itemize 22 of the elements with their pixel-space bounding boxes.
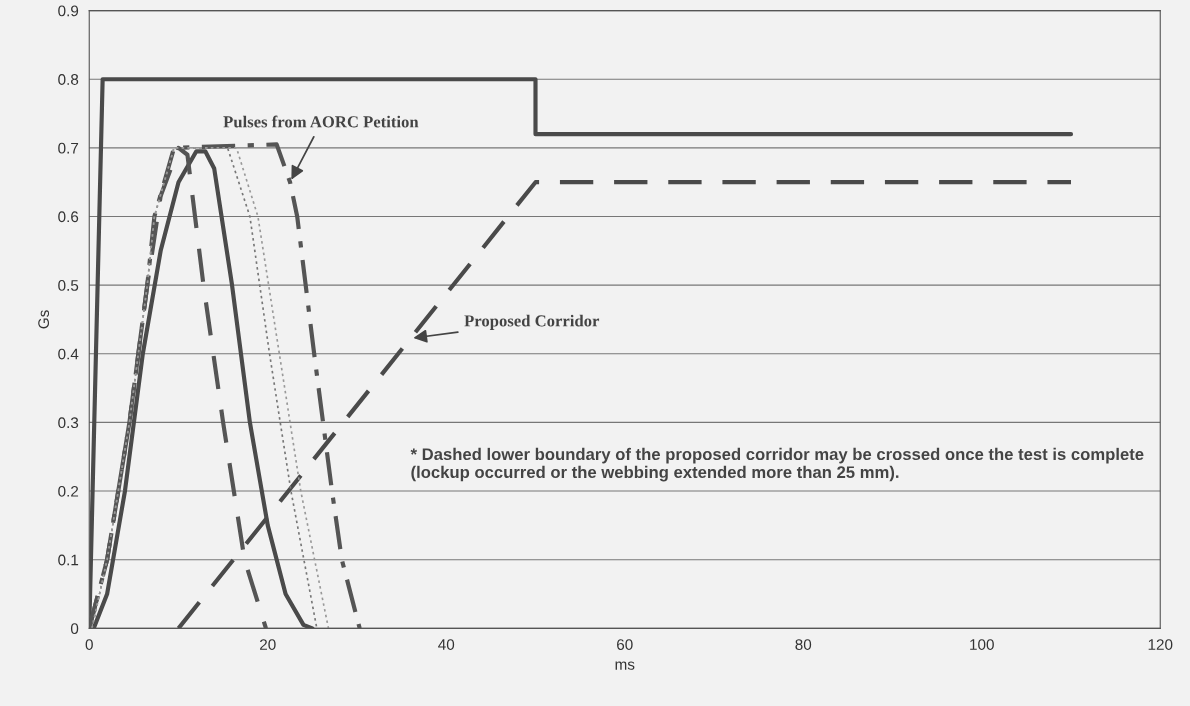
x-tick-label: 0 bbox=[85, 639, 93, 650]
x-tick-label: 120 bbox=[1148, 639, 1173, 650]
x-tick-label: 80 bbox=[795, 639, 812, 650]
annotation: Pulses from AORC Petition bbox=[223, 115, 419, 128]
x-axis-title: ms bbox=[615, 661, 635, 670]
y-tick-label: 0.5 bbox=[58, 280, 79, 291]
y-axis-title: Gs bbox=[38, 310, 50, 329]
y-tick-label: 0.1 bbox=[58, 554, 79, 566]
y-tick-label: 0.4 bbox=[58, 348, 79, 360]
annotation: Proposed Corridor bbox=[464, 314, 600, 330]
y-tick-label: 0.7 bbox=[58, 142, 79, 154]
y-tick-label: 0.9 bbox=[58, 5, 79, 17]
x-tick-label: 60 bbox=[617, 639, 633, 650]
annotation: * Dashed lower boundary of the proposed corridor may be crossed once the test is complete (lockup occurred or the webbing extended more than 25 mm). bbox=[410, 447, 1144, 482]
y-tick-label: 0 bbox=[70, 623, 79, 635]
y-tick-label: 0.2 bbox=[58, 485, 79, 497]
y-tick-label: 0.8 bbox=[58, 74, 79, 85]
y-tick-label: 0.6 bbox=[58, 211, 79, 223]
x-tick-label: 40 bbox=[438, 639, 455, 650]
y-tick-label: 0.3 bbox=[58, 417, 79, 429]
x-tick-label: 100 bbox=[970, 639, 994, 650]
x-tick-label: 20 bbox=[260, 639, 276, 650]
